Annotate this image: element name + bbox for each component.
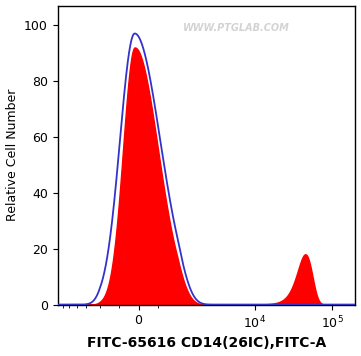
Y-axis label: Relative Cell Number: Relative Cell Number <box>5 89 18 221</box>
X-axis label: FITC-65616 CD14(26IC),FITC-A: FITC-65616 CD14(26IC),FITC-A <box>87 336 326 350</box>
Text: WWW.PTGLAB.COM: WWW.PTGLAB.COM <box>183 23 290 33</box>
